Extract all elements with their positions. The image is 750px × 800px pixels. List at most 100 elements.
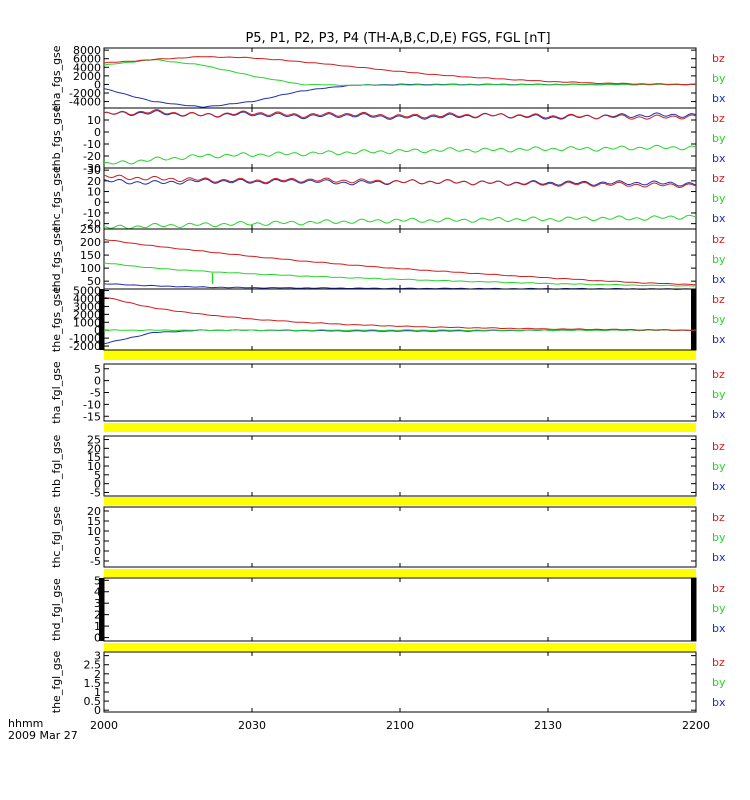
y-tick-label: 5 [94,469,101,482]
y-axis-label: tha_fgs_gse [50,45,63,110]
legend-bz: bz [712,511,725,524]
legend-bz: bz [712,440,725,453]
y-axis-label: the_fgl_gse [50,651,63,714]
legend-bz: bz [712,656,725,669]
legend-by: by [712,531,726,544]
y-tick-label: 10 [87,460,101,473]
legend-by: by [712,72,726,85]
y-tick-label: -1000 [69,332,101,345]
chart-title: P5, P1, P2, P3, P4 (TH-A,B,C,D,E) FGS, F… [245,31,550,46]
y-tick-label: 2000 [73,308,101,321]
legend-by: by [712,388,726,401]
y-axis-label: the_fgs_gse [50,287,63,352]
edge-band [691,289,696,350]
footer-label-hhmm: hhmm [8,717,43,730]
y-tick-label: 25 [87,434,101,447]
legend-by: by [712,602,726,615]
x-tick-label: 2100 [386,719,414,732]
y-tick-label: 20 [87,442,101,455]
y-tick-label: 0 [94,196,101,209]
series-by [103,144,697,165]
y-tick-label: 4000 [73,293,101,306]
panel-frame [103,577,697,642]
legend-bx: bx [712,408,726,421]
legend-bz: bz [712,112,725,125]
y-tick-label: -2000 [69,340,101,353]
edge-band [99,289,104,350]
y-tick-label: 0 [94,324,101,337]
y-axis-label: thd_fgl_gse [50,578,63,641]
y-tick-label: 6000 [73,53,101,66]
y-tick-label: 10 [87,114,101,127]
legend-bx: bx [712,480,726,493]
panel-frame [103,506,697,568]
y-tick-label: 250 [80,223,101,236]
y-tick-label: -20 [83,150,101,163]
y-tick-label: 2 [94,668,101,681]
y-tick-label: 0 [94,545,101,558]
series-bx [103,329,697,345]
y-tick-label: 1 [94,620,101,633]
y-tick-label: 10 [87,525,101,538]
series-bx [103,83,697,108]
y-tick-label: 1000 [73,316,101,329]
legend-by: by [712,676,726,689]
y-tick-label: -5 [90,486,101,499]
y-tick-label: 5 [94,535,101,548]
series-bz [103,109,697,120]
y-tick-label: 30 [87,164,101,177]
y-tick-label: 15 [87,515,101,528]
y-tick-label: 0.5 [84,695,102,708]
legend-bz: bz [712,233,725,246]
series-bz [103,238,697,286]
y-axis-label: thc_fgs_gse [50,166,63,231]
series-bz [103,174,697,189]
legend-bx: bx [712,551,726,564]
series-by [103,59,696,87]
y-tick-label: -30 [83,162,101,175]
legend-by: by [712,132,726,145]
panel-the_fgl_gse: 00.511.522.53 the_fgl_gse bz by bx [50,650,726,718]
y-tick-label: -15 [83,410,101,423]
footer-label-date: 2009 Mar 27 [8,729,78,742]
y-tick-label: 3 [94,597,101,610]
y-tick-label: -20 [83,218,101,231]
y-tick-label: 0 [94,704,101,717]
y-tick-label: 5 [94,363,101,376]
legend-by: by [712,253,726,266]
panel-frame [103,651,697,713]
legend-bz: bz [712,52,725,65]
y-tick-label: 2 [94,609,101,622]
legend-by: by [712,313,726,326]
legend-bx: bx [712,622,726,635]
legend-bx: bx [712,92,726,105]
legend-by: by [712,192,726,205]
y-tick-label: 20 [87,505,101,518]
series-by [104,329,697,332]
x-tick-label: 2200 [682,719,710,732]
y-axis-label: thc_fgl_gse [50,506,63,568]
series-by [103,214,697,230]
legend-bz: bz [712,582,725,595]
panel-tha_fgl_gse: -15-10-505 tha_fgl_gse bz by bx [50,361,726,424]
y-tick-label: -10 [83,207,101,220]
y-tick-label: -10 [83,398,101,411]
y-tick-label: -2000 [69,87,101,100]
y-tick-label: 5000 [73,285,101,298]
y-tick-label: -4000 [69,96,101,109]
legend-bz: bz [712,293,725,306]
legend-bz: bz [712,368,725,381]
gap-band-2 [104,497,696,505]
panel-frame [103,288,697,351]
y-tick-label: -5 [90,387,101,400]
y-axis-label: thb_fgs_gse [50,105,63,171]
